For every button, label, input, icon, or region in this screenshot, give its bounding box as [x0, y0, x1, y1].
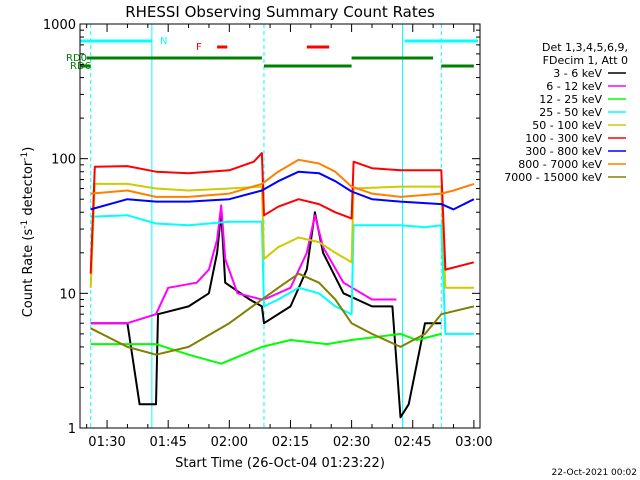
flag-n-label: N — [160, 36, 167, 47]
series-line-300-800-kev — [90, 170, 475, 211]
y-axis-label-close: ) — [21, 147, 36, 152]
legend-entry-label-0: 3 - 6 keV — [553, 67, 602, 80]
series-line-3-6-kev — [90, 211, 442, 419]
series-line-6-12-kev — [90, 204, 397, 325]
plot-frame — [79, 23, 481, 429]
series-line-12-25-kev — [90, 332, 442, 365]
legend-entry-label-3: 25 - 50 keV — [539, 106, 602, 119]
y-axis-ticks: 1 10 100 1000 — [43, 18, 480, 437]
x-axis-ticks: 01:30 01:45 02:00 02:15 02:30 02:45 03:00 — [86, 24, 493, 450]
series-line-50-100-kev — [89, 182, 474, 289]
legend-entry-label-7: 800 - 7000 keV — [518, 158, 602, 171]
chart-title: RHESSI Observing Summary Count Rates — [125, 3, 435, 21]
x-tick-label-4: 02:30 — [333, 435, 370, 450]
flag-f-label: F — [196, 42, 202, 53]
series-line-800-7000-kev — [90, 158, 475, 198]
x-tick-label-3: 02:15 — [272, 435, 309, 450]
y-tick-label-0: 1 — [68, 422, 76, 437]
flag-rd6-label: RD6 — [70, 61, 91, 72]
legend-entry-label-6: 300 - 800 keV — [525, 145, 602, 158]
y-axis-label: Count Rate (s-1 detector-1) — [20, 147, 36, 318]
series-line-7000-15000-kev — [90, 272, 475, 356]
flag-rd0-label: RD0 — [66, 53, 87, 64]
legend: Det 1,3,4,5,6,9,FDecim 1, Att 03 - 6 keV… — [504, 41, 628, 184]
y-tick-label-1: 10 — [59, 287, 76, 302]
series-line-100-300-kev — [89, 152, 475, 274]
y-tick-label-3: 1000 — [43, 18, 76, 33]
legend-entry-label-8: 7000 - 15000 keV — [504, 171, 602, 184]
legend-entry-label-5: 100 - 300 keV — [525, 132, 602, 145]
x-tick-label-1: 01:45 — [149, 435, 186, 450]
legend-header-1: FDecim 1, Att 0 — [543, 54, 628, 67]
x-tick-label-5: 02:45 — [394, 435, 431, 450]
series-lines — [89, 152, 475, 419]
legend-entry-label-2: 12 - 25 keV — [539, 93, 602, 106]
footer-date: 22-Oct-2021 00:02 — [552, 468, 637, 478]
y-axis-label-exponent-1: -1 — [20, 220, 30, 229]
y-axis-label-main: Count Rate (s — [21, 229, 36, 318]
y-axis-label-exponent-2: -1 — [20, 152, 30, 161]
x-axis-label: Start Time (26-Oct-04 01:23:22) — [175, 456, 385, 471]
legend-entry-label-4: 50 - 100 keV — [532, 119, 602, 132]
x-tick-label-2: 02:00 — [211, 435, 248, 450]
x-tick-label-6: 03:00 — [455, 435, 492, 450]
y-tick-label-2: 100 — [51, 153, 76, 168]
legend-header-0: Det 1,3,4,5,6,9, — [542, 41, 628, 54]
series-line-25-50-kev — [90, 214, 474, 335]
legend-entry-label-1: 6 - 12 keV — [546, 80, 602, 93]
x-tick-label-0: 01:30 — [88, 435, 125, 450]
y-axis-label-detector: detector — [21, 160, 36, 220]
